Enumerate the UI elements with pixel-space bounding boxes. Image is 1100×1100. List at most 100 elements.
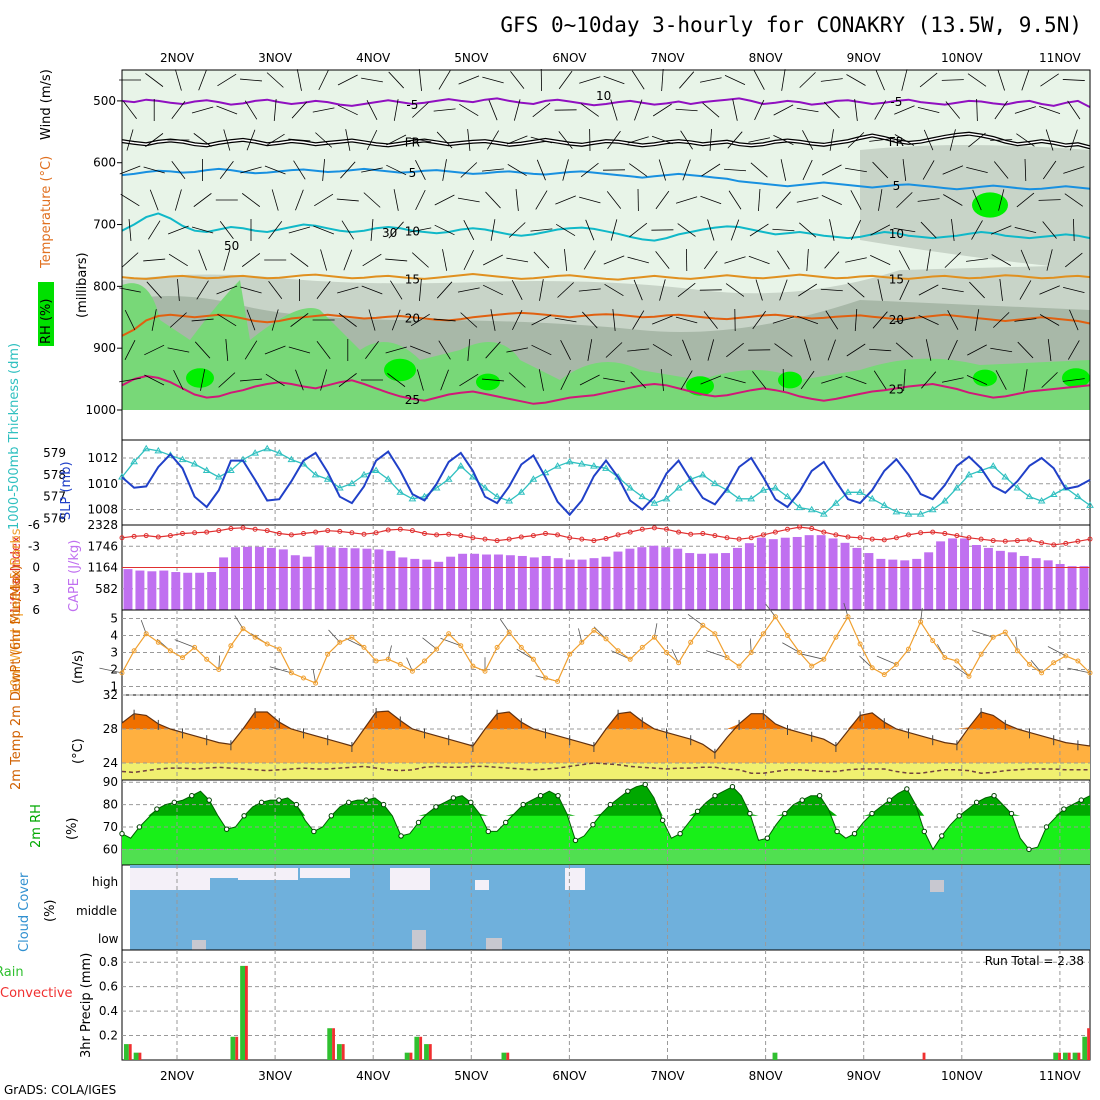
upper-wind-barb xyxy=(440,369,449,391)
wind-speed-point xyxy=(639,644,645,650)
thickness-point xyxy=(965,470,973,478)
upper-wind-barb xyxy=(750,162,768,178)
wind-tick-label: 1 xyxy=(110,680,118,694)
thickness-point xyxy=(505,497,514,504)
wind-speed-point xyxy=(131,648,137,654)
upper-wind-barb xyxy=(458,75,480,85)
upper-wind-barb xyxy=(557,282,574,298)
upper-wind-barb xyxy=(726,342,744,358)
wind-speed-point xyxy=(688,639,694,645)
lifted-index-point xyxy=(603,535,609,541)
isotherm-label: 15 xyxy=(405,272,420,286)
rh-axis: 60 70 80 90 xyxy=(103,775,118,856)
lifted-index-point xyxy=(482,536,488,542)
wind-speed-point xyxy=(155,639,161,645)
wind-speed-point xyxy=(494,644,500,650)
rh-point xyxy=(607,801,614,808)
upper-wind-barb xyxy=(149,189,159,211)
rh-point xyxy=(241,813,247,819)
isotherm-line xyxy=(121,374,1091,405)
lifted-index-point xyxy=(119,535,125,541)
upper-wind-barb xyxy=(755,279,763,301)
cape-bar xyxy=(804,535,814,610)
upper-wind-barb xyxy=(902,159,907,181)
wind-10m-panel: 1 2 3 4 5 10m Wind Speed & Barbs (m/s) xyxy=(9,528,1093,696)
upper-wind-barb xyxy=(343,249,353,271)
upper-wind-barb xyxy=(240,78,262,82)
upper-wind-barb xyxy=(148,220,161,240)
thickness-point xyxy=(517,488,526,495)
upper-wind-barb xyxy=(1063,166,1085,174)
wind-speed-point xyxy=(772,614,778,620)
upper-wind-barb xyxy=(827,339,836,361)
cape-bar xyxy=(577,559,587,610)
temp-peak-fill xyxy=(122,711,1090,729)
upper-wind-barb xyxy=(386,134,407,146)
temp-fill-area xyxy=(122,711,1090,763)
thickness-point xyxy=(1086,501,1094,508)
lifted-tick-label: 3 xyxy=(32,582,40,596)
thickness-point xyxy=(565,457,574,465)
upper-wind-barb xyxy=(145,133,164,147)
upper-wind-barb xyxy=(1039,314,1060,326)
upper-wind-barb xyxy=(752,371,767,389)
surface-wind-barb xyxy=(1067,667,1091,674)
upper-wind-barb xyxy=(707,339,715,361)
upper-wind-barb xyxy=(361,77,383,83)
thickness-point xyxy=(1025,492,1034,500)
upper-wind-barb xyxy=(707,219,715,241)
upper-wind-barb xyxy=(994,100,1008,120)
upper-wind-barb xyxy=(1047,339,1052,361)
surface-wind-barb xyxy=(801,653,824,660)
rh-point xyxy=(694,808,701,815)
upper-wind-barb xyxy=(532,102,551,118)
upper-wind-barb xyxy=(217,73,237,87)
upper-wind-barb xyxy=(388,221,404,239)
date-label-top: 6NOV xyxy=(552,51,587,65)
precip-panel: 0.2 0.4 0.6 0.8 Run Total = 2.38 Total / Ra… xyxy=(0,949,1091,1061)
upper-wind-barb xyxy=(266,72,284,88)
wind-speed-point xyxy=(543,675,548,681)
thickness-label: 1000-500mb Thickness (dm) xyxy=(7,343,22,530)
cape-bar xyxy=(948,538,958,610)
cape-bar xyxy=(434,561,444,610)
wind-speed-point xyxy=(845,614,851,620)
precip-conv-bar xyxy=(245,965,248,1060)
upper-wind-barb xyxy=(434,194,455,206)
cape-bar xyxy=(960,538,969,610)
upper-wind-barb xyxy=(345,129,351,151)
upper-wind-barb xyxy=(682,339,692,361)
cape-bar xyxy=(697,553,707,610)
thickness-point xyxy=(650,499,659,506)
upper-wind-barb xyxy=(241,193,261,207)
temp-line xyxy=(121,710,1091,754)
upper-wind-barb xyxy=(193,133,212,147)
upper-wind-barb xyxy=(1019,280,1032,300)
lifted-index-point xyxy=(446,531,452,537)
thickness-point xyxy=(735,494,743,502)
isotherm-line xyxy=(121,167,1091,191)
upper-wind-barb xyxy=(490,219,496,241)
lifted-index-point xyxy=(918,530,924,536)
rh-point xyxy=(398,833,404,839)
upper-wind-barb xyxy=(1063,286,1085,294)
cloud-gray-patch xyxy=(412,930,426,950)
surface-wind-barb xyxy=(516,648,534,660)
upper-wind-barb xyxy=(802,130,814,150)
upper-wind-barb xyxy=(580,162,599,178)
cape-bar xyxy=(565,559,575,610)
rh-tick-label: 70 xyxy=(103,820,118,834)
cape-bar xyxy=(243,546,252,610)
lifted-index-point xyxy=(264,528,270,534)
lifted-index-point xyxy=(385,527,391,533)
upper-wind-barb xyxy=(512,309,523,331)
upper-wind-barb xyxy=(171,100,186,120)
rh-point xyxy=(276,797,282,803)
upper-wind-barb xyxy=(941,377,964,383)
upper-wind-barb xyxy=(418,69,422,91)
rh-point xyxy=(991,792,997,799)
slp-line xyxy=(121,450,1091,517)
wind-speed-point xyxy=(724,655,730,661)
cape-bar xyxy=(732,547,742,610)
wind-speed-point xyxy=(785,633,790,638)
